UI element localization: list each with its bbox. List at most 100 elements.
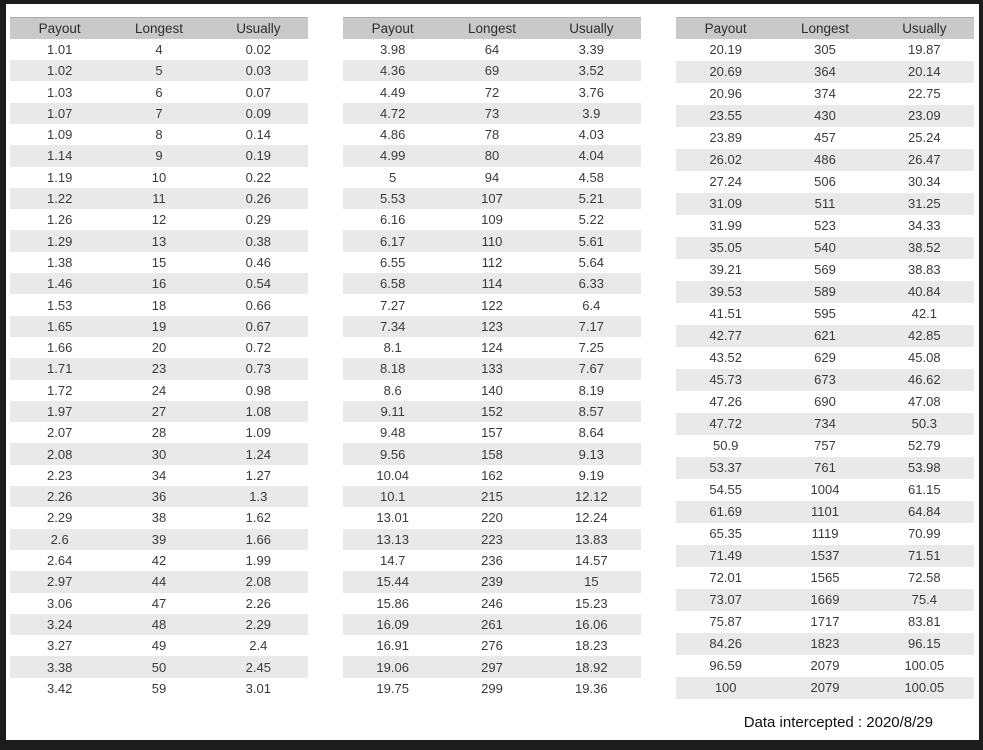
cell: 3.52 <box>578 63 604 79</box>
table-row: 45.73 673 46.62 <box>676 368 974 391</box>
cell: 96.59 <box>709 658 742 674</box>
cell: 80 <box>484 148 500 164</box>
cell: 100 <box>714 680 737 696</box>
cell: 2.97 <box>47 574 73 590</box>
page: Payout Longest Usually 1.01 4 0.02 1.02 5 0.03 1… <box>6 4 979 740</box>
cell: 5.53 <box>380 191 406 207</box>
cell: 1.08 <box>245 403 271 419</box>
cell: 25.24 <box>908 130 941 146</box>
cell: 45.08 <box>908 350 941 366</box>
cell: 276 <box>481 638 503 654</box>
cell: 50 <box>151 659 167 675</box>
cell: 50.3 <box>911 416 937 432</box>
cell: 78 <box>484 127 500 143</box>
cell: 19 <box>151 318 167 334</box>
payout-table-3: Payout Longest Usually 20.19 305 19.87 20.69 3… <box>676 16 974 699</box>
cell: 61.69 <box>709 504 742 520</box>
payout-table-2: Payout Longest Usually 3.98 64 3.39 4.36 69 3.5… <box>343 16 641 699</box>
table-row: 13.01 220 12.24 <box>343 507 641 528</box>
cell: 6.55 <box>380 254 406 270</box>
table-row: 4.99 80 4.04 <box>343 145 641 167</box>
cell: 27.24 <box>709 174 742 190</box>
table-row: 3.06 47 2.26 <box>10 593 308 614</box>
cell: 2.08 <box>47 446 73 462</box>
table-row: 5.53 107 5.21 <box>343 187 641 210</box>
cell: 34.33 <box>908 218 941 234</box>
cell: 35.05 <box>709 240 742 256</box>
cell: 6.4 <box>582 297 601 313</box>
cell: 2.64 <box>47 553 73 569</box>
cell: 523 <box>814 218 836 234</box>
table-row: 23.89 457 25.24 <box>676 127 974 149</box>
column-header: Payout <box>676 16 776 39</box>
cell: 5.61 <box>578 233 604 249</box>
cell: 4 <box>155 41 163 57</box>
cell: 1.07 <box>47 105 73 121</box>
cell: 0.07 <box>245 84 271 100</box>
cell: 1119 <box>811 526 839 542</box>
cell: 42.77 <box>709 328 742 344</box>
cell: 0.29 <box>245 212 271 228</box>
table-row: 1.14 9 0.19 <box>10 145 308 167</box>
table-row: 16.09 261 16.06 <box>343 613 641 636</box>
cell: 8.18 <box>380 361 406 377</box>
column-header: Payout <box>10 16 110 39</box>
cell: 506 <box>814 174 836 190</box>
table-row: 3.98 64 3.39 <box>343 39 641 60</box>
cell: 5.22 <box>578 212 604 228</box>
cell: 0.03 <box>245 63 271 79</box>
cell: 71.49 <box>709 548 742 564</box>
cell: 64 <box>484 41 500 57</box>
table-row: 50.9 757 52.79 <box>676 435 974 457</box>
table-row: 6.17 110 5.61 <box>343 230 641 252</box>
table-row: 84.26 1823 96.15 <box>676 632 974 655</box>
cell: 19.06 <box>376 659 409 675</box>
cell: 9 <box>155 148 163 164</box>
table-row: 1.26 12 0.29 <box>10 209 308 230</box>
cell: 16.09 <box>376 616 409 632</box>
table-row: 20.96 374 22.75 <box>676 83 974 105</box>
cell: 16 <box>151 276 167 292</box>
table-row: 1.38 15 0.46 <box>10 252 308 273</box>
table-row: 6.58 114 6.33 <box>343 273 641 295</box>
table-row: 1.66 20 0.72 <box>10 337 308 358</box>
cell: 1.72 <box>47 382 73 398</box>
table-row: 1.09 8 0.14 <box>10 124 308 145</box>
table-row: 2.29 38 1.62 <box>10 507 308 528</box>
cell: 1.3 <box>249 489 268 505</box>
table-row: 10.1 215 12.12 <box>343 486 641 508</box>
header-row: Payout Longest Usually <box>10 16 308 39</box>
cell: 31.25 <box>908 196 941 212</box>
cell: 0.02 <box>245 41 271 57</box>
cell: 0.38 <box>245 233 271 249</box>
cell: 10 <box>151 169 167 185</box>
table-row: 1.03 6 0.07 <box>10 81 308 102</box>
cell: 10.04 <box>376 467 409 483</box>
cell: 1004 <box>810 482 840 498</box>
data-intercepted-note: Data intercepted : 2020/8/29 <box>743 714 933 731</box>
cell: 18 <box>151 297 167 313</box>
cell: 223 <box>481 531 503 547</box>
cell: 5.21 <box>578 191 604 207</box>
table-row: 19.75 299 19.36 <box>343 678 641 699</box>
cell: 430 <box>814 108 836 124</box>
cell: 4.49 <box>380 84 406 100</box>
cell: 3.24 <box>47 616 73 632</box>
table-row: 1.01 4 0.02 <box>10 39 308 60</box>
cell: 2.4 <box>249 638 268 654</box>
cell: 47.26 <box>709 394 742 410</box>
cell: 41.51 <box>709 306 742 322</box>
cell: 374 <box>814 86 836 102</box>
cell: 140 <box>481 382 503 398</box>
table-row: 43.52 629 45.08 <box>676 347 974 369</box>
table-row: 7.34 123 7.17 <box>343 315 641 337</box>
cell: 23.55 <box>709 108 742 124</box>
table-row: 15.86 246 15.23 <box>343 593 641 614</box>
cell: 690 <box>814 394 836 410</box>
cell: 15 <box>151 254 167 270</box>
cell: 47 <box>151 595 167 611</box>
cell: 133 <box>481 361 503 377</box>
header-row: Payout Longest Usually <box>676 16 974 39</box>
cell: 73 <box>484 105 500 121</box>
cell: 1.03 <box>47 84 73 100</box>
